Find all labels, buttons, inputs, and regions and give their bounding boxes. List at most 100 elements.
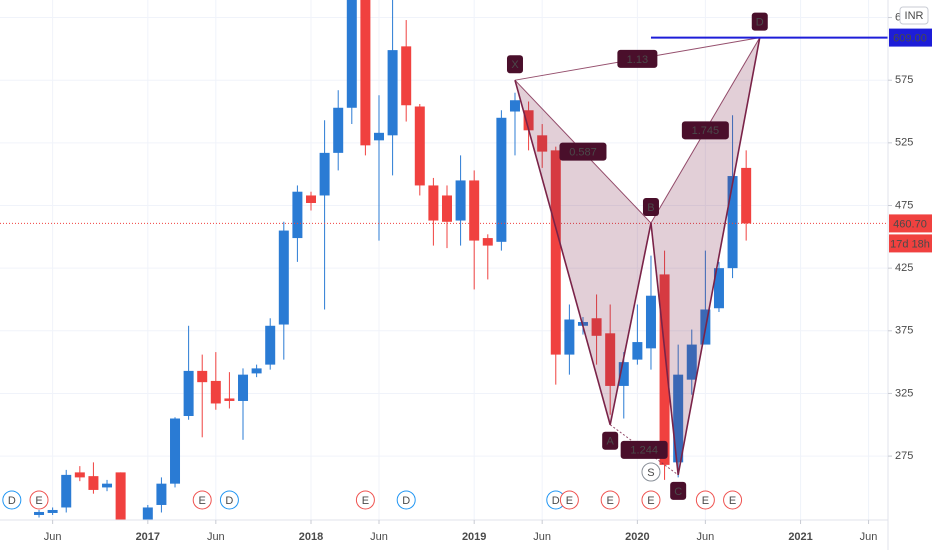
- ratio-label-bg: [559, 142, 607, 161]
- point-label: X: [511, 59, 519, 71]
- candle-body: [346, 0, 357, 108]
- candle-body: [455, 180, 466, 221]
- event-marker: [559, 490, 579, 510]
- axes: 275325375425475525575625Jun2017Jun2018Ju…: [44, 6, 932, 543]
- event-label: D: [225, 495, 233, 507]
- candle-body: [632, 342, 643, 360]
- event-label: E: [566, 495, 573, 507]
- candle-body: [251, 368, 262, 374]
- candle-body: [210, 380, 221, 404]
- y-tick-label: 325: [895, 387, 913, 399]
- candle-body: [550, 150, 561, 355]
- x-tick-label: Jun: [44, 531, 62, 543]
- candle-body: [156, 483, 167, 505]
- candle-body: [170, 418, 181, 484]
- candle-body: [387, 50, 398, 136]
- point-label-bg: [642, 198, 659, 217]
- candle-body: [373, 132, 384, 141]
- candle-body: [102, 483, 113, 488]
- pattern-leg: [514, 79, 611, 425]
- ratio-label: 1.745: [692, 125, 720, 137]
- y-tick-label: 575: [895, 74, 913, 86]
- candle-body: [183, 370, 194, 416]
- candle-body: [469, 180, 480, 241]
- candle-body: [482, 238, 493, 246]
- event-label: E: [35, 495, 42, 507]
- ratio-label-bg: [620, 440, 668, 459]
- candle-body: [605, 333, 616, 386]
- candle-body: [659, 274, 670, 465]
- candle-body: [645, 295, 656, 349]
- event-label: S: [647, 467, 654, 479]
- candle-body: [537, 135, 548, 152]
- candle-body: [591, 318, 602, 336]
- event-marker: [355, 490, 375, 510]
- level-badge-bg: [889, 28, 932, 47]
- y-tick-label: 525: [895, 137, 913, 149]
- event-marker: [219, 490, 239, 510]
- event-label: D: [552, 495, 560, 507]
- event-marker: [2, 490, 22, 510]
- candle-body: [142, 507, 153, 520]
- point-label: C: [674, 486, 682, 498]
- candle-body: [306, 195, 317, 203]
- x-tick-label: Jun: [370, 531, 388, 543]
- event-label: E: [729, 495, 736, 507]
- y-tick-label: 475: [895, 199, 913, 211]
- pattern-leg: [609, 222, 652, 425]
- x-tick-label: 2018: [299, 531, 323, 543]
- candle-body: [713, 268, 724, 309]
- y-tick-label: 275: [895, 450, 913, 462]
- candle-body: [741, 167, 752, 224]
- candle-body: [224, 398, 235, 401]
- event-marker: [695, 490, 715, 510]
- level-badge: 609.00: [893, 32, 927, 44]
- candle-body: [265, 325, 276, 365]
- candle-body: [523, 110, 534, 131]
- candle-body: [673, 374, 684, 463]
- candle-body: [61, 474, 72, 508]
- event-label: D: [402, 495, 410, 507]
- y-tick-label: 375: [895, 325, 913, 337]
- currency-bg: [899, 6, 929, 25]
- ratio-label: 1.244: [630, 445, 658, 457]
- event-marker: [641, 462, 661, 482]
- x-tick-label: Jun: [533, 531, 551, 543]
- candle-body: [333, 107, 344, 153]
- candle-body: [292, 191, 303, 239]
- point-label-bg: [602, 431, 619, 450]
- candle-body: [441, 195, 452, 222]
- currency: INR: [905, 10, 924, 22]
- candle-body: [88, 476, 99, 490]
- last-price-badge-bg: [889, 214, 932, 233]
- event-label: E: [647, 495, 654, 507]
- candle-body: [319, 152, 330, 196]
- y-tick-label: 425: [895, 262, 913, 274]
- event-label: E: [607, 495, 614, 507]
- countdown-badge-bg: [889, 234, 932, 253]
- point-label-bg: [670, 481, 687, 500]
- candle-body: [34, 511, 45, 515]
- last-price-badge: 460.70: [893, 218, 927, 230]
- candle-body: [428, 185, 439, 221]
- event-label: E: [702, 495, 709, 507]
- candle-body: [686, 344, 697, 380]
- candle-body: [509, 100, 520, 112]
- ratio-label-bg: [681, 121, 729, 140]
- candle-body: [197, 370, 208, 383]
- x-tick-label: 2019: [462, 531, 486, 543]
- ratio-label: 1.13: [627, 54, 648, 66]
- event-marker: [192, 490, 212, 510]
- point-label: D: [756, 16, 764, 28]
- point-label-bg: [751, 12, 768, 31]
- event-label: E: [199, 495, 206, 507]
- x-tick-label: 2017: [136, 531, 160, 543]
- candle-body: [727, 176, 738, 269]
- event-label: D: [8, 495, 16, 507]
- candle-body: [360, 0, 371, 146]
- event-marker: [29, 490, 49, 510]
- event-marker: [723, 490, 743, 510]
- point-label-bg: [506, 55, 523, 74]
